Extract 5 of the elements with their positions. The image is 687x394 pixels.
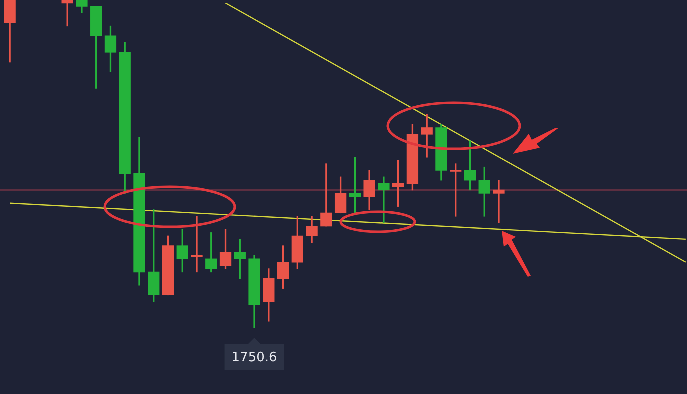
candlestick xyxy=(320,164,332,227)
candlestick xyxy=(191,216,203,273)
candlestick xyxy=(378,176,390,224)
candlestick xyxy=(493,180,505,224)
annotation: 1750.6 xyxy=(232,350,278,366)
